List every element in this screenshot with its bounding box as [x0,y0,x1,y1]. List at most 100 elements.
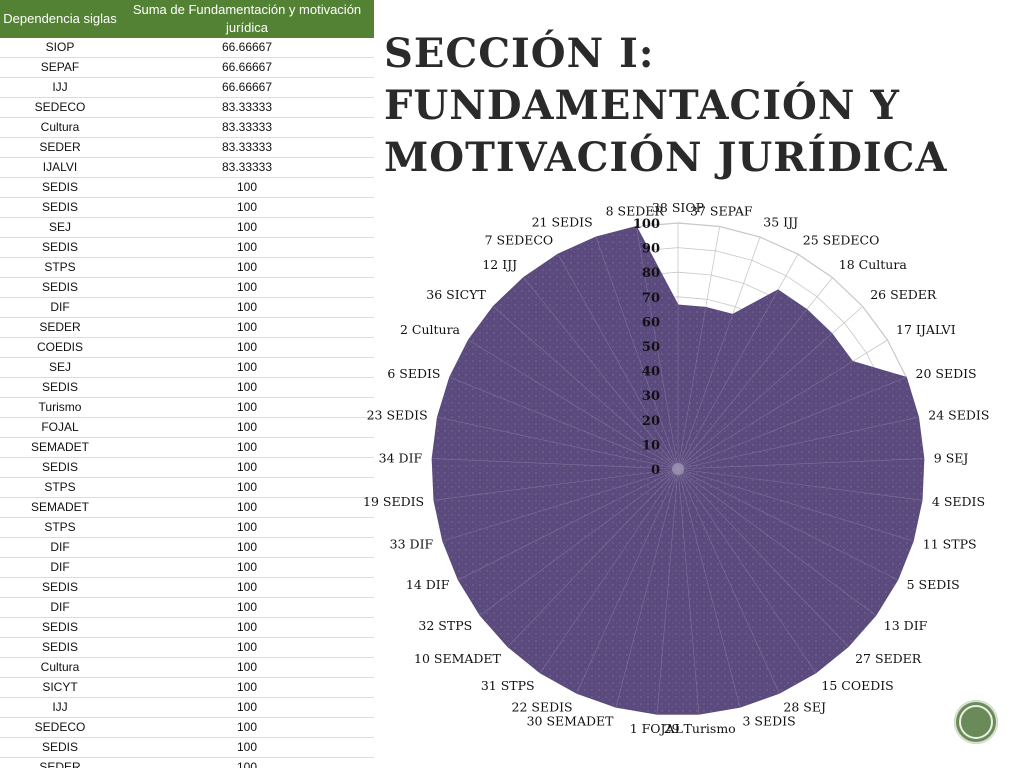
category-label: 36 SICYT [426,287,486,302]
table-body: SIOP 66.66667 SEPAF 66.66667 IJJ 66.66667 SEDE… [0,38,374,768]
category-label: 15 COEDIS [821,678,893,693]
table-row: FOJAL 100 [0,417,374,438]
category-label: 10 SEMADET [414,651,502,666]
cell-dependencia: SEDECO [0,717,120,738]
category-label: 13 DIF [884,618,928,633]
table-row: SEDIS 100 [0,237,374,258]
cell-suma: 83.33333 [120,97,374,118]
overlay-spoke [458,468,679,581]
overlay-spoke [539,468,679,673]
cell-dependencia: SEDIS [0,737,120,758]
column-header-dependencia: Dependencia siglas [0,0,120,38]
overlay-spoke [656,468,679,715]
overlay-spoke [677,333,833,470]
data-table-container: Dependencia siglas Suma de Fundamentació… [0,0,374,768]
overlay-spoke [442,468,679,542]
category-label: 21 SEDIS [532,215,593,230]
table-row: DIF 100 [0,557,374,578]
column-header-suma: Suma de Fundamentación y motivación jurí… [120,0,374,38]
overlay-spoke [432,458,679,470]
next-slide-button[interactable] [954,700,998,744]
table-row: SEDECO 83.33333 [0,97,374,118]
category-label: 8 SEDER [606,204,665,219]
category-label: 4 SEDIS [932,494,985,509]
overlay-spoke [677,468,741,708]
tick-label: 60 [642,315,660,330]
cell-dependencia: SEDIS [0,457,120,478]
category-label: 6 SEDIS [387,366,440,381]
cell-suma: 100 [120,597,374,618]
overlay-spoke [615,468,679,708]
cell-suma: 100 [120,557,374,578]
overlay-spoke [507,468,679,647]
overlay-spoke [677,377,907,470]
cell-suma: 100 [120,617,374,638]
overlay-spoke [595,236,679,470]
tick-label: 40 [642,365,660,380]
overlay-spoke [523,277,679,470]
table-row: SEJ 100 [0,357,374,378]
cell-dependencia: SEMADET [0,437,120,458]
tick-label: 100 [633,217,660,232]
cell-suma: 100 [120,397,374,418]
table-row: SEDIS 100 [0,457,374,478]
cell-dependencia: Turismo [0,397,120,418]
cell-suma: 100 [120,437,374,458]
table-row: DIF 100 [0,297,374,318]
cell-suma: 100 [120,697,374,718]
cell-suma: 100 [120,257,374,278]
category-label: 5 SEDIS [907,577,960,592]
table-header-row: Dependencia siglas Suma de Fundamentació… [0,0,374,38]
cell-dependencia: COEDIS [0,337,120,358]
cell-dependencia: SEJ [0,357,120,378]
tick-label: 90 [642,242,660,257]
category-label: 14 DIF [406,577,450,592]
cell-suma: 66.66667 [120,57,374,78]
table-row: COEDIS 100 [0,337,374,358]
cell-dependencia: Cultura [0,117,120,138]
cell-dependencia: SEDER [0,757,120,768]
cell-dependencia: IJJ [0,77,120,98]
overlay-spoke [636,226,679,470]
table-row: SEDECO 100 [0,717,374,738]
category-label: 31 STPS [481,678,535,693]
overlay-spoke [677,468,780,694]
overlay-spoke [677,468,898,581]
page-title: Sección I: Fundamentación y Motivación J… [384,30,948,181]
cell-dependencia: SEDIS [0,377,120,398]
category-label: 20 SEDIS [916,366,977,381]
category-label: 38 SIOP [652,200,704,215]
radar-tick-labels: 0 10 20 30 40 50 60 70 80 90 100 [633,217,660,478]
category-label: 35 IJJ [763,215,798,230]
cell-dependencia: SEMADET [0,497,120,518]
cell-suma: 83.33333 [120,117,374,138]
cell-suma: 100 [120,197,374,218]
category-label: 17 IJALVI [896,322,956,337]
cell-suma: 100 [120,457,374,478]
cell-dependencia: IJJ [0,697,120,718]
cell-suma: 100 [120,717,374,738]
category-label: 7 SEDECO [485,233,554,248]
overlay-spoke [557,254,679,470]
cell-dependencia: SEJ [0,217,120,238]
cell-suma: 100 [120,577,374,598]
table-row: IJJ 66.66667 [0,77,374,98]
cell-dependencia: SEDIS [0,197,120,218]
cell-suma: 100 [120,477,374,498]
cell-suma: 100 [120,177,374,198]
cell-dependencia: SEDIS [0,277,120,298]
overlay-spoke [576,468,679,694]
cell-suma: 100 [120,317,374,338]
table-row: SEPAF 66.66667 [0,57,374,78]
radar-center [672,463,684,475]
table-row: SIOP 66.66667 [0,38,374,58]
category-label: 3 SEDIS [743,714,796,729]
category-label: 27 SEDER [855,651,922,666]
cell-dependencia: SEDIS [0,577,120,598]
category-label: 34 DIF [379,451,423,466]
cell-suma: 100 [120,337,374,358]
table-row: DIF 100 [0,597,374,618]
table-row: STPS 100 [0,477,374,498]
